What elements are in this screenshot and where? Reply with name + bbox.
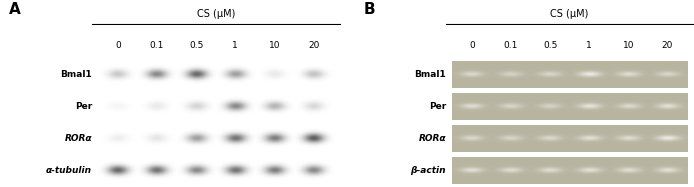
Text: 0.5: 0.5 (543, 41, 557, 50)
Text: 20: 20 (308, 41, 319, 50)
Text: 0.5: 0.5 (189, 41, 203, 50)
Text: 1: 1 (232, 41, 238, 50)
Text: β-actin: β-actin (410, 166, 446, 175)
Text: α-tubulin: α-tubulin (46, 166, 92, 175)
Text: B: B (363, 2, 375, 17)
Text: 0: 0 (115, 41, 121, 50)
Text: RORα: RORα (65, 134, 92, 143)
Text: CS (μM): CS (μM) (550, 9, 589, 19)
Text: 0.1: 0.1 (150, 41, 164, 50)
Text: 10: 10 (269, 41, 280, 50)
Text: Bmal1: Bmal1 (414, 70, 446, 79)
Text: 20: 20 (662, 41, 673, 50)
Text: RORα: RORα (418, 134, 446, 143)
Text: Per: Per (429, 102, 446, 111)
Text: CS (μM): CS (μM) (196, 9, 235, 19)
Text: A: A (9, 2, 21, 17)
Text: 10: 10 (623, 41, 634, 50)
Text: 0.1: 0.1 (504, 41, 518, 50)
Text: 1: 1 (586, 41, 592, 50)
Text: 0: 0 (469, 41, 475, 50)
Text: Per: Per (75, 102, 92, 111)
Text: Bmal1: Bmal1 (60, 70, 92, 79)
